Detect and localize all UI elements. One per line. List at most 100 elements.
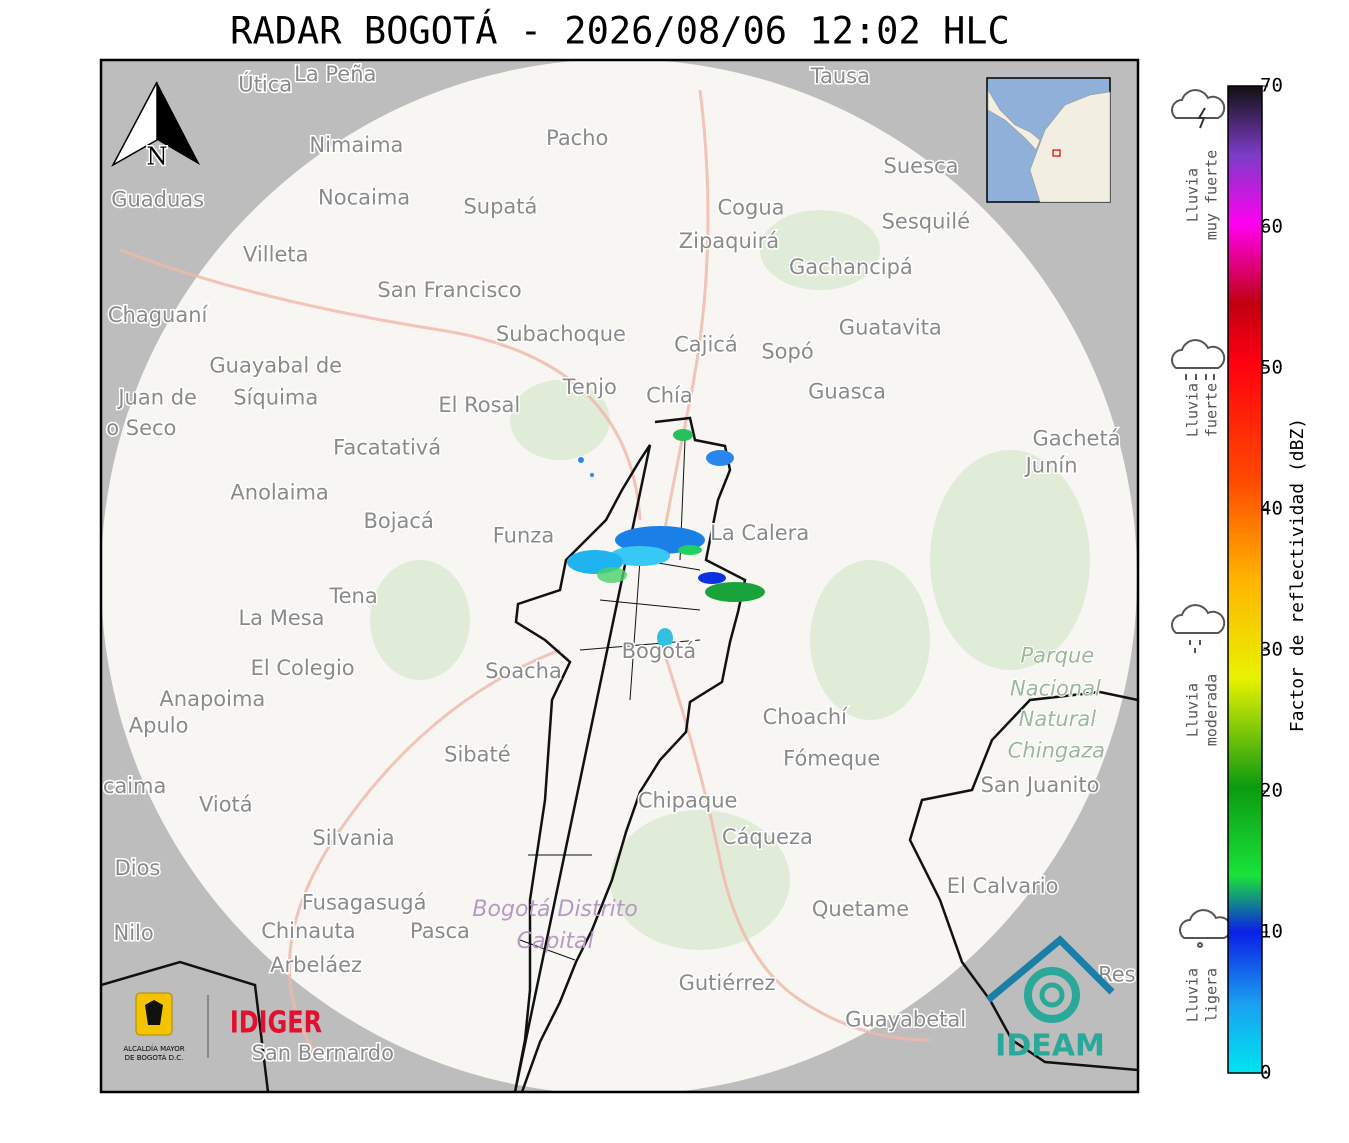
road bbox=[658, 639, 931, 1042]
place-label: Funza bbox=[493, 524, 554, 548]
district-label: Capital bbox=[517, 929, 594, 954]
place-label: Tenjo bbox=[562, 375, 617, 399]
rain-level-label: moderada bbox=[1203, 674, 1221, 746]
place-label: Gachetá bbox=[1033, 427, 1121, 451]
place-label: Tena bbox=[328, 584, 377, 608]
place-label: Chía bbox=[646, 383, 693, 407]
rain-level-label: fuerte bbox=[1203, 383, 1221, 437]
radar-echoes bbox=[567, 429, 765, 648]
patch bbox=[370, 560, 470, 680]
rain-drops bbox=[1185, 374, 1215, 380]
place-label: Viotá bbox=[199, 792, 253, 816]
rain-level-label: muy fuerte bbox=[1203, 150, 1221, 240]
place-label: La Mesa bbox=[238, 606, 324, 630]
patch bbox=[810, 560, 930, 720]
inset-extent bbox=[1052, 149, 1061, 157]
place-label: Fusagasugá bbox=[302, 890, 427, 914]
place-label: Choachí bbox=[763, 705, 849, 729]
place-label: Fómeque bbox=[783, 746, 880, 770]
vegetation bbox=[370, 210, 1090, 950]
place-label: Guayabetal bbox=[845, 1007, 966, 1031]
rain-drop bbox=[1197, 942, 1203, 948]
colorbar-tick-label: 60 bbox=[1260, 216, 1283, 238]
roof bbox=[985, 935, 1115, 1003]
rain-level-label: Lluvia bbox=[1184, 968, 1202, 1022]
patch bbox=[610, 810, 790, 950]
place-label: Suesca bbox=[884, 154, 959, 178]
colorbar-tick-label: 40 bbox=[1260, 498, 1283, 520]
place-label: Bogotá bbox=[622, 639, 697, 663]
arrow-right bbox=[157, 82, 200, 165]
echo bbox=[705, 582, 765, 602]
place-labels: Útica La Peña Tausa Pacho Nimaima Guaduas Noca… bbox=[101, 60, 1137, 1066]
place-label: Juan de bbox=[116, 385, 197, 409]
swirl bbox=[1024, 967, 1080, 1023]
park-label: Nacional bbox=[1010, 676, 1101, 700]
north-label: N bbox=[147, 143, 168, 171]
colorbar-tick-label: 50 bbox=[1260, 357, 1283, 379]
eagle bbox=[145, 1000, 163, 1025]
colorbar-tick-label: 10 bbox=[1260, 921, 1283, 943]
road bbox=[119, 248, 642, 521]
place-label: Nilo bbox=[114, 921, 154, 945]
cloud-icon bbox=[1179, 909, 1232, 939]
place-label: Cogua bbox=[718, 195, 785, 219]
echo bbox=[673, 429, 693, 441]
inset-land bbox=[987, 88, 1041, 151]
place-label: Bojacá bbox=[363, 509, 433, 533]
place-label: Sesquilé bbox=[882, 210, 970, 234]
logo-text: DE BOGOTÁ D.C. bbox=[125, 1053, 184, 1062]
cloud-icon bbox=[1171, 339, 1226, 369]
ideam-text: IDEAM bbox=[995, 1029, 1105, 1064]
colorbar-title: Factor de reflectividad (dBZ) bbox=[1287, 418, 1308, 732]
rain-level-label: Lluvia bbox=[1184, 383, 1202, 437]
rain-level-label: Lluvia bbox=[1184, 168, 1202, 222]
place-label: Nocaima bbox=[318, 186, 410, 210]
place-label: Cáqueza bbox=[722, 825, 813, 849]
place-label: Guasca bbox=[808, 380, 886, 404]
rain-icons bbox=[1171, 89, 1232, 948]
place-label: Sibaté bbox=[444, 743, 511, 767]
rain-level-label: Lluvia bbox=[1184, 683, 1202, 737]
place-label: Tausa bbox=[810, 64, 870, 88]
place-label: Chaguaní bbox=[108, 303, 209, 327]
place-label: Zipaquirá bbox=[679, 229, 779, 253]
place-label: Soacha bbox=[485, 659, 562, 683]
echo bbox=[610, 546, 670, 566]
place-label: Síquima bbox=[233, 385, 318, 409]
logo-ideam: IDEAM bbox=[985, 935, 1115, 1064]
colorbar: 0 10 20 30 40 50 60 70 Factor de reflectividad (… bbox=[1184, 75, 1309, 1084]
map-area: Útica La Peña Tausa Pacho Nimaima Guaduas Noca… bbox=[101, 60, 1138, 1092]
place-label: El Calvario bbox=[947, 874, 1059, 898]
swirl bbox=[1039, 982, 1065, 1008]
rain-drops bbox=[1189, 640, 1201, 653]
place-label: San Francisco bbox=[377, 278, 521, 302]
patch bbox=[510, 380, 610, 460]
place-label: o Seco bbox=[106, 416, 176, 440]
colorbar-tick-label: 30 bbox=[1260, 639, 1283, 661]
place-label: Quetame bbox=[812, 897, 909, 921]
echo bbox=[698, 572, 726, 584]
department-boundary bbox=[101, 690, 1138, 1092]
patch bbox=[760, 210, 880, 290]
place-label: Guatavita bbox=[839, 315, 942, 339]
park-label: Natural bbox=[1019, 707, 1097, 731]
place-label: Supatá bbox=[463, 194, 537, 218]
patch bbox=[930, 450, 1090, 670]
cloud-icon bbox=[1171, 604, 1226, 634]
colorbar-scale bbox=[1227, 85, 1263, 1074]
colorbar-tick-label: 0 bbox=[1260, 1062, 1271, 1084]
title: RADAR BOGOTÁ - 2026/08/06 12:02 HLC bbox=[230, 9, 1010, 53]
place-label: Gachancipá bbox=[789, 255, 913, 279]
place-label: Pasca bbox=[410, 919, 470, 943]
road bbox=[287, 648, 561, 1061]
place-label: Dios bbox=[115, 856, 161, 880]
place-label: San Bernardo bbox=[252, 1041, 394, 1065]
place-label: El Colegio bbox=[251, 656, 355, 680]
place-label: Anolaima bbox=[230, 480, 328, 504]
place-label: Chinauta bbox=[261, 919, 355, 943]
place-label: San Juanito bbox=[981, 773, 1100, 797]
